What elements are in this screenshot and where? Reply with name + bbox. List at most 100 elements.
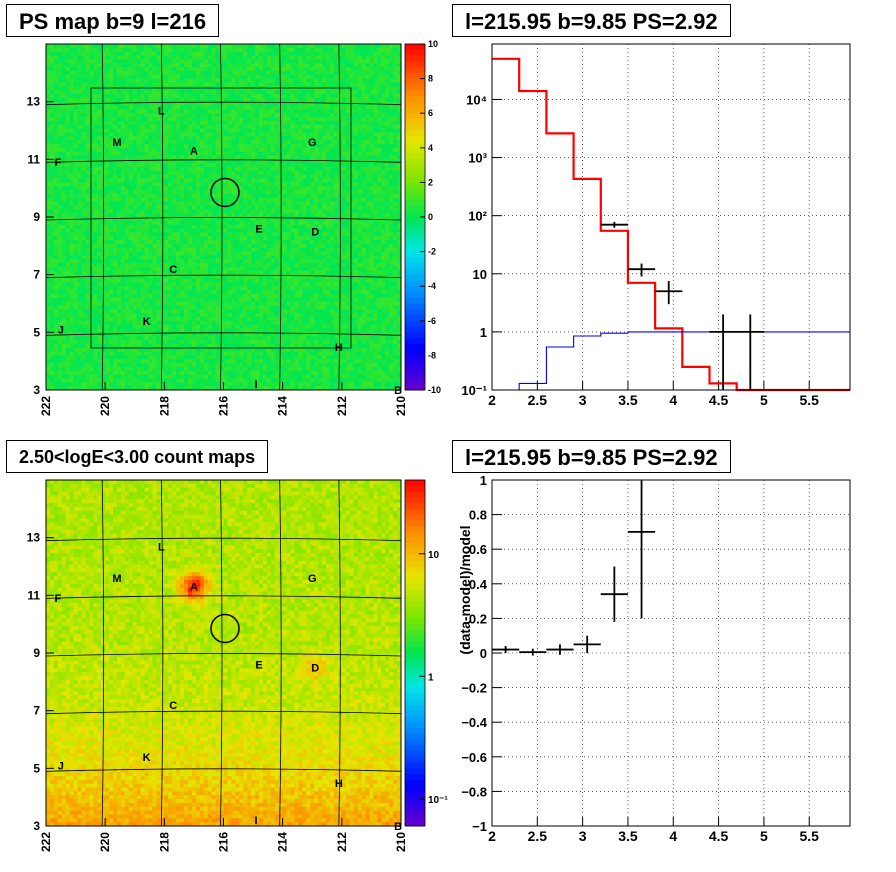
grid-line-l220-2: [101, 479, 105, 827]
x-tick-label-3-1: 2.5: [528, 828, 548, 844]
y-tick-label-3-2: −0.6: [461, 750, 487, 765]
grid-line-l218-2: [160, 479, 164, 827]
source-label-I-0: I: [255, 379, 258, 391]
colorbar-segment-0-6: [405, 78, 425, 85]
colorbar-segment-0-9: [405, 95, 425, 103]
colorbar-segment-0-59: [405, 384, 425, 391]
x-tick-label-0-3: 216: [217, 396, 231, 416]
colorbar-segment-0-48: [405, 320, 425, 328]
source-label-H-2: H: [335, 778, 343, 790]
colorbar-segment-2-12: [405, 549, 425, 556]
x-tick-label-2-3: 216: [217, 832, 231, 852]
colorbar-segment-2-41: [405, 716, 425, 723]
colorbar-segment-2-42: [405, 722, 425, 729]
colorbar-segment-2-29: [405, 647, 425, 654]
colorbar-segment-0-30: [405, 217, 425, 224]
y-tick-label-0-5: 13: [27, 95, 41, 109]
grid-line-b11-2: [45, 595, 402, 599]
source-label-J-0: J: [58, 324, 64, 336]
x-tick-label-1-6: 5: [760, 392, 768, 408]
source-label-A-2: A: [190, 582, 198, 594]
colorbar-segment-0-13: [405, 118, 425, 126]
colorbar-label-0-9: -8: [428, 350, 436, 360]
colorbar-segment-0-25: [405, 188, 425, 195]
grid-line-b9-2: [45, 653, 402, 657]
grid-line-b5-2: [45, 768, 402, 772]
colorbar-segment-0-16: [405, 136, 425, 143]
colorbar-segment-0-11: [405, 107, 425, 114]
colorbar-segment-2-51: [405, 774, 425, 781]
colorbar-segment-2-22: [405, 606, 425, 614]
colorbar-label-0-10: -10: [428, 385, 441, 395]
colorbar-segment-0-53: [405, 349, 425, 356]
colorbar-segment-0-38: [405, 263, 425, 270]
colorbar-segment-0-39: [405, 268, 425, 276]
colorbar-segment-0-43: [405, 291, 425, 299]
y-tick-label-3-0: −1: [472, 819, 487, 834]
colorbar-segment-0-14: [405, 124, 425, 131]
colorbar-segment-2-37: [405, 693, 425, 700]
x-tick-label-1-2: 3: [579, 392, 587, 408]
residual-title: l=215.95 b=9.85 PS=2.92: [452, 440, 731, 473]
colorbar-segment-2-53: [405, 785, 425, 792]
x-tick-label-3-0: 2: [488, 828, 496, 844]
y-tick-label-0-2: 7: [33, 268, 40, 282]
y-tick-label-1-5: 10⁴: [466, 92, 487, 107]
colorbar-segment-2-44: [405, 733, 425, 740]
grid-line-l218-0: [160, 43, 164, 391]
x-tick-label-2-2: 218: [157, 832, 171, 852]
grid-line-b9-0: [45, 217, 402, 221]
colorbar-segment-2-34: [405, 676, 425, 683]
colorbar-segment-0-18: [405, 147, 425, 155]
colorbar-segment-2-17: [405, 578, 425, 585]
y-tick-label-2-0: 3: [33, 819, 40, 833]
colorbar-segment-0-41: [405, 280, 425, 287]
x-tick-label-0-1: 220: [98, 396, 112, 416]
y-tick-label-2-1: 5: [33, 761, 40, 775]
colorbar-segment-0-40: [405, 274, 425, 281]
colorbar-segment-2-21: [405, 601, 425, 608]
colorbar-segment-2-16: [405, 572, 425, 579]
colorbar-segment-0-56: [405, 366, 425, 374]
colorbar-segment-0-32: [405, 228, 425, 235]
x-tick-label-1-0: 2: [488, 392, 496, 408]
colorbar-segment-0-31: [405, 222, 425, 230]
source-label-G-2: G: [308, 573, 317, 585]
colorbar-segment-2-26: [405, 629, 425, 637]
colorbar-frame-2: [404, 479, 426, 827]
colorbar-segment-0-55: [405, 361, 425, 368]
colorbar-label-2-0: 10: [428, 550, 440, 561]
grid-line-l212-0: [338, 43, 341, 391]
source-label-K-0: K: [143, 316, 151, 328]
x-tick-label-1-3: 3.5: [618, 392, 638, 408]
grid-line-l216-0: [220, 43, 223, 391]
source-label-F-0: F: [54, 157, 61, 169]
x-tick-label-3-4: 4: [669, 828, 677, 844]
colorbar-segment-2-31: [405, 658, 425, 666]
colorbar-segment-0-1: [405, 49, 425, 57]
source-label-A-0: A: [190, 146, 198, 158]
colorbar-segment-2-56: [405, 802, 425, 810]
colorbar-segment-0-35: [405, 245, 425, 253]
colorbar-segment-2-49: [405, 762, 425, 769]
y-tick-label-2-2: 7: [33, 704, 40, 718]
colorbar-segment-2-20: [405, 595, 425, 602]
colorbar-segment-0-52: [405, 343, 425, 351]
colorbar-label-0-6: -2: [428, 247, 436, 257]
colorbar-label-0-8: -6: [428, 316, 436, 326]
colorbar-segment-2-36: [405, 687, 425, 694]
colorbar-segment-2-43: [405, 727, 425, 735]
model-step-line: [492, 57, 850, 392]
colorbar-segment-2-25: [405, 624, 425, 631]
colorbar-segment-0-58: [405, 378, 425, 385]
source-label-D-0: D: [311, 226, 319, 238]
source-label-F-2: F: [54, 593, 61, 605]
y-tick-label-0-3: 9: [33, 210, 40, 224]
colorbar-segment-2-54: [405, 791, 425, 798]
colorbar-segment-2-18: [405, 583, 425, 591]
colorbar-segment-2-32: [405, 664, 425, 671]
colorbar-segment-0-27: [405, 199, 425, 206]
source-label-C-2: C: [169, 700, 177, 712]
colorbar-segment-2-14: [405, 560, 425, 567]
grid-line-b5-0: [45, 332, 402, 336]
